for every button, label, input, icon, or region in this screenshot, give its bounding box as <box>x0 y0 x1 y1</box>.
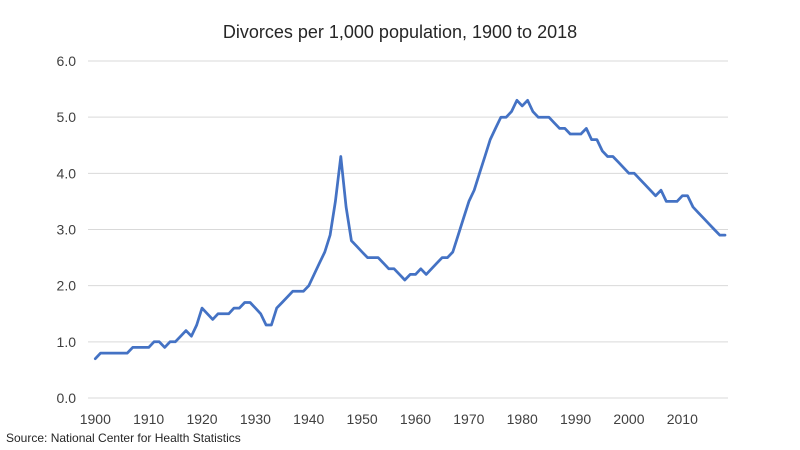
x-tick-labels: 1900 1910 1920 1930 1940 1950 1960 1970 1980 1990… <box>80 411 698 427</box>
y-tick-label: 4.0 <box>57 165 77 181</box>
x-tick-label: 2010 <box>667 411 698 427</box>
x-tick-label: 1950 <box>347 411 378 427</box>
y-tick-label: 6.0 <box>57 53 77 69</box>
y-tick-label: 1.0 <box>57 334 77 350</box>
y-tick-label: 0.0 <box>57 390 77 406</box>
y-tick-label: 5.0 <box>57 109 77 125</box>
x-tick-label: 1910 <box>133 411 164 427</box>
x-tick-label: 2000 <box>613 411 644 427</box>
x-tick-label: 1980 <box>507 411 538 427</box>
x-tick-label: 1920 <box>186 411 217 427</box>
x-tick-label: 1900 <box>80 411 111 427</box>
x-tick-label: 1960 <box>400 411 431 427</box>
series-line <box>93 98 727 361</box>
x-tick-label: 1970 <box>453 411 484 427</box>
source-note: Source: National Center for Health Stati… <box>6 431 241 445</box>
x-tick-label: 1930 <box>240 411 271 427</box>
y-axis: 0.0 1.0 2.0 3.0 4.0 5.0 6.0 <box>57 53 77 406</box>
x-tick-label: 1990 <box>560 411 591 427</box>
x-tick-label: 1940 <box>293 411 324 427</box>
chart-title: Divorces per 1,000 population, 1900 to 2… <box>222 22 578 42</box>
plot-area <box>93 98 727 361</box>
gridlines <box>88 60 728 343</box>
y-tick-label: 3.0 <box>57 222 77 238</box>
y-tick-label: 2.0 <box>57 278 77 294</box>
